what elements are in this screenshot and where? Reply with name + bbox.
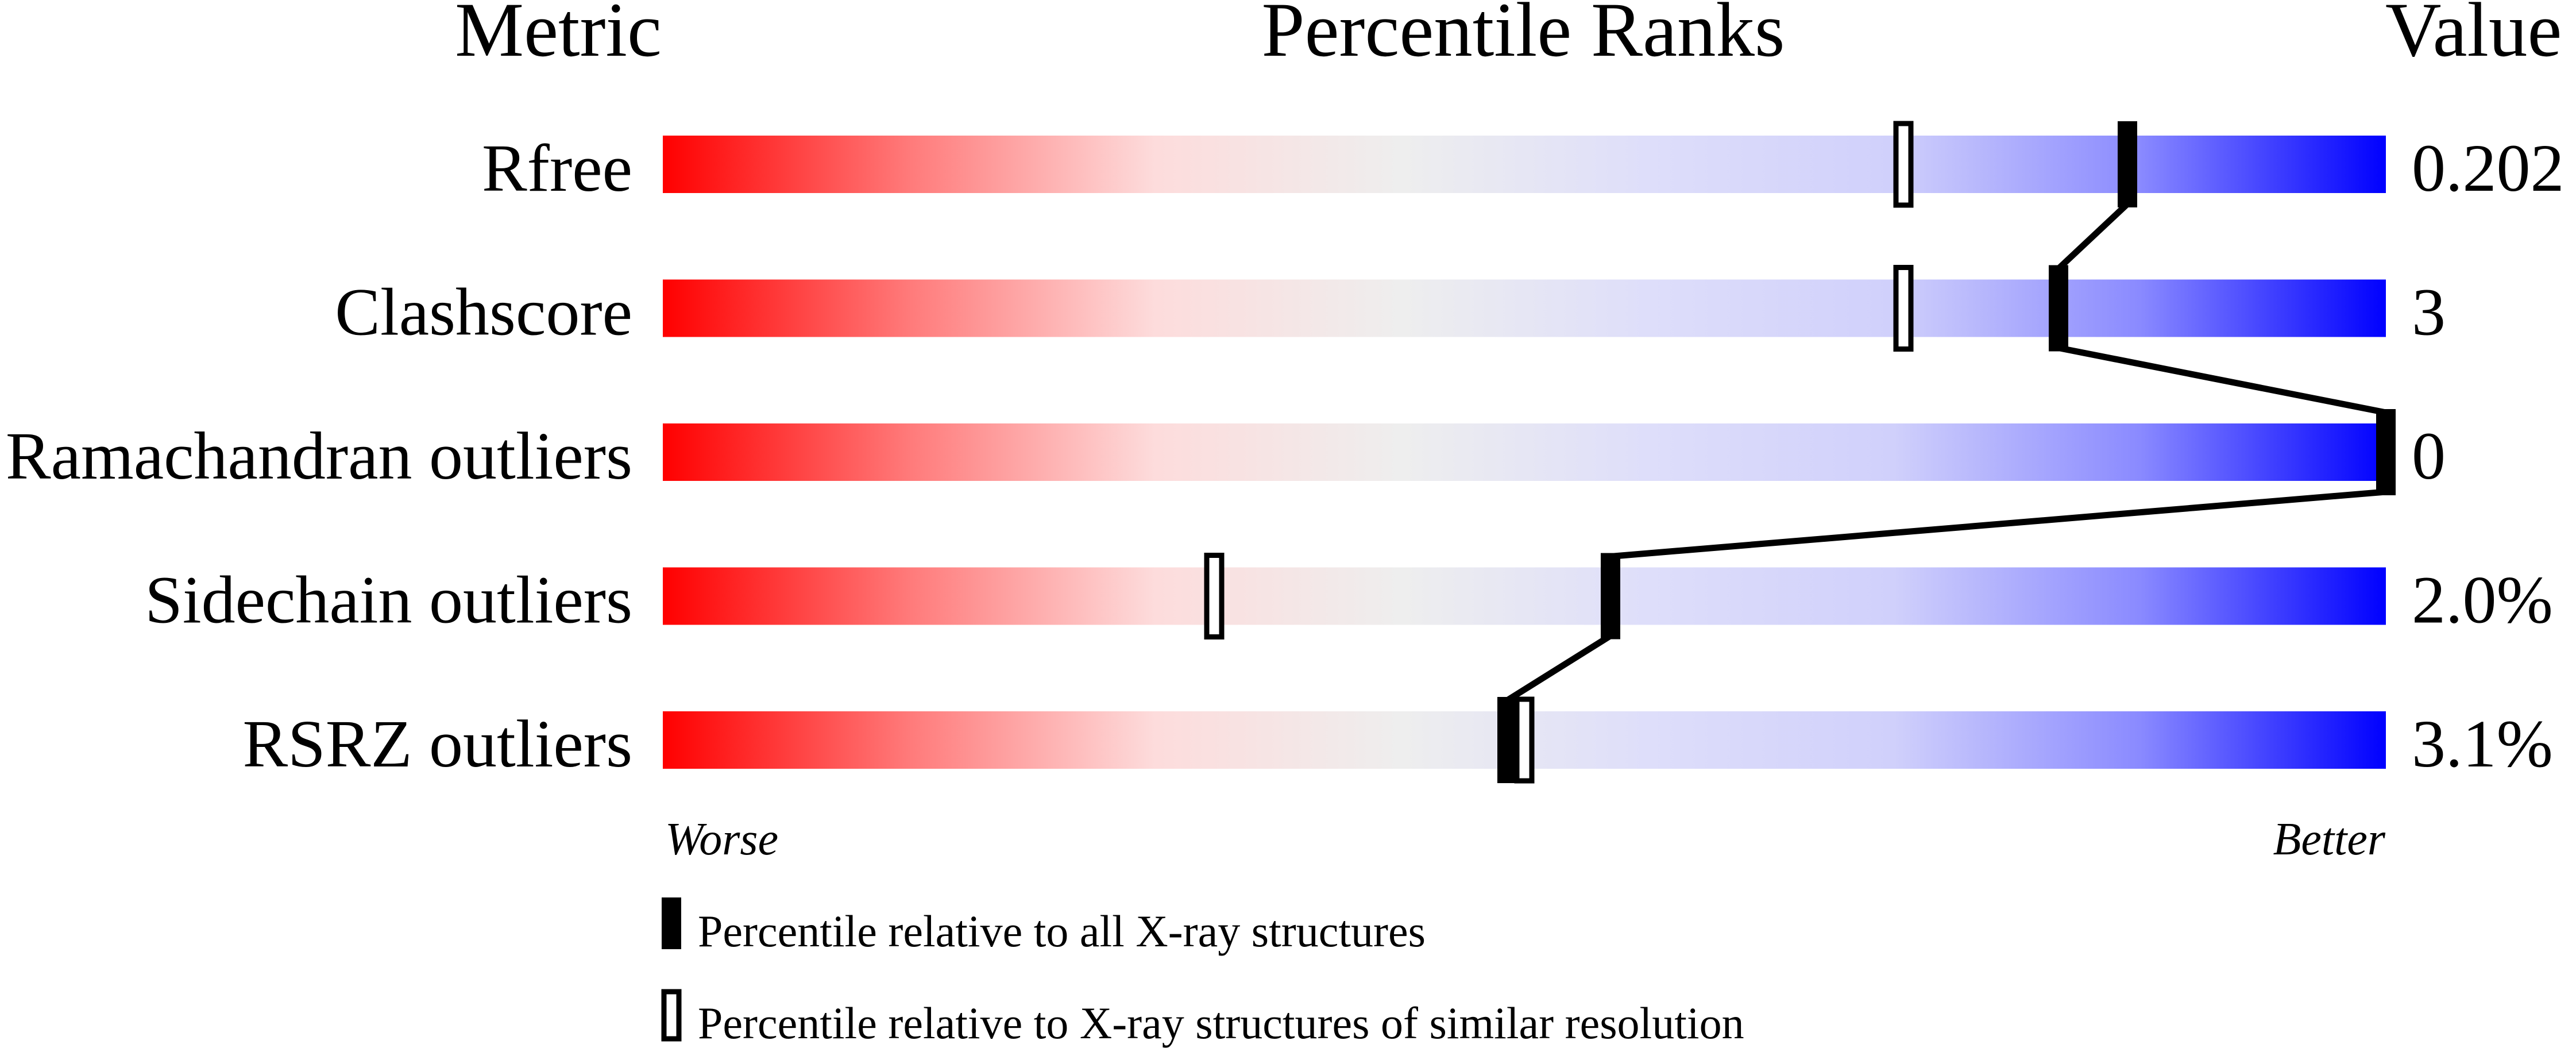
metric-label: Ramachandran outliers xyxy=(6,418,632,494)
similar-resolution-marker xyxy=(1204,553,1225,639)
connector-line xyxy=(1610,488,2386,560)
percentile-bar xyxy=(663,279,2386,337)
metric-label: Clashscore xyxy=(335,275,632,350)
header-percentile-ranks: Percentile Ranks xyxy=(1262,0,1785,73)
value-label: 3.1% xyxy=(2412,706,2553,781)
markers xyxy=(1204,121,2396,784)
percentile-bar xyxy=(663,567,2386,625)
percentile-bar xyxy=(663,136,2386,193)
connector-lines xyxy=(1505,201,2387,703)
legend-hollow-label: Percentile relative to X-ray structures … xyxy=(698,998,1744,1048)
percentile-bar xyxy=(663,423,2386,481)
connector-line xyxy=(2057,345,2387,416)
connector-line xyxy=(2056,201,2130,271)
similar-resolution-marker xyxy=(1893,121,1914,208)
similar-resolution-marker xyxy=(1893,265,1914,352)
similar-resolution-marker xyxy=(1514,696,1535,784)
all-structures-marker xyxy=(1601,553,1620,639)
all-structures-marker xyxy=(1497,697,1517,783)
legend-filled-label: Percentile relative to all X-ray structu… xyxy=(698,906,1426,956)
header-value: Value xyxy=(2385,0,2562,73)
value-label: 2.0% xyxy=(2412,562,2553,638)
header-metric: Metric xyxy=(455,0,662,73)
metric-label: RSRZ outliers xyxy=(242,706,632,781)
value-label: 3 xyxy=(2412,275,2446,350)
value-label: 0.202 xyxy=(2412,130,2565,206)
all-structures-marker xyxy=(2376,409,2396,495)
all-structures-marker xyxy=(2118,121,2137,207)
connector-line xyxy=(1505,633,1612,703)
metric-label: Rfree xyxy=(482,130,632,206)
worse-label: Worse xyxy=(665,814,778,865)
legend-hollow-marker xyxy=(661,989,682,1042)
better-label: Better xyxy=(2273,814,2386,865)
legend-filled-marker xyxy=(662,897,681,949)
rows: Rfree 0.202 Clashscore 3 Ramachandran outlie… xyxy=(6,130,2565,781)
all-structures-marker xyxy=(2049,265,2068,352)
metric-label: Sidechain outliers xyxy=(145,562,632,638)
value-label: 0 xyxy=(2412,418,2446,494)
